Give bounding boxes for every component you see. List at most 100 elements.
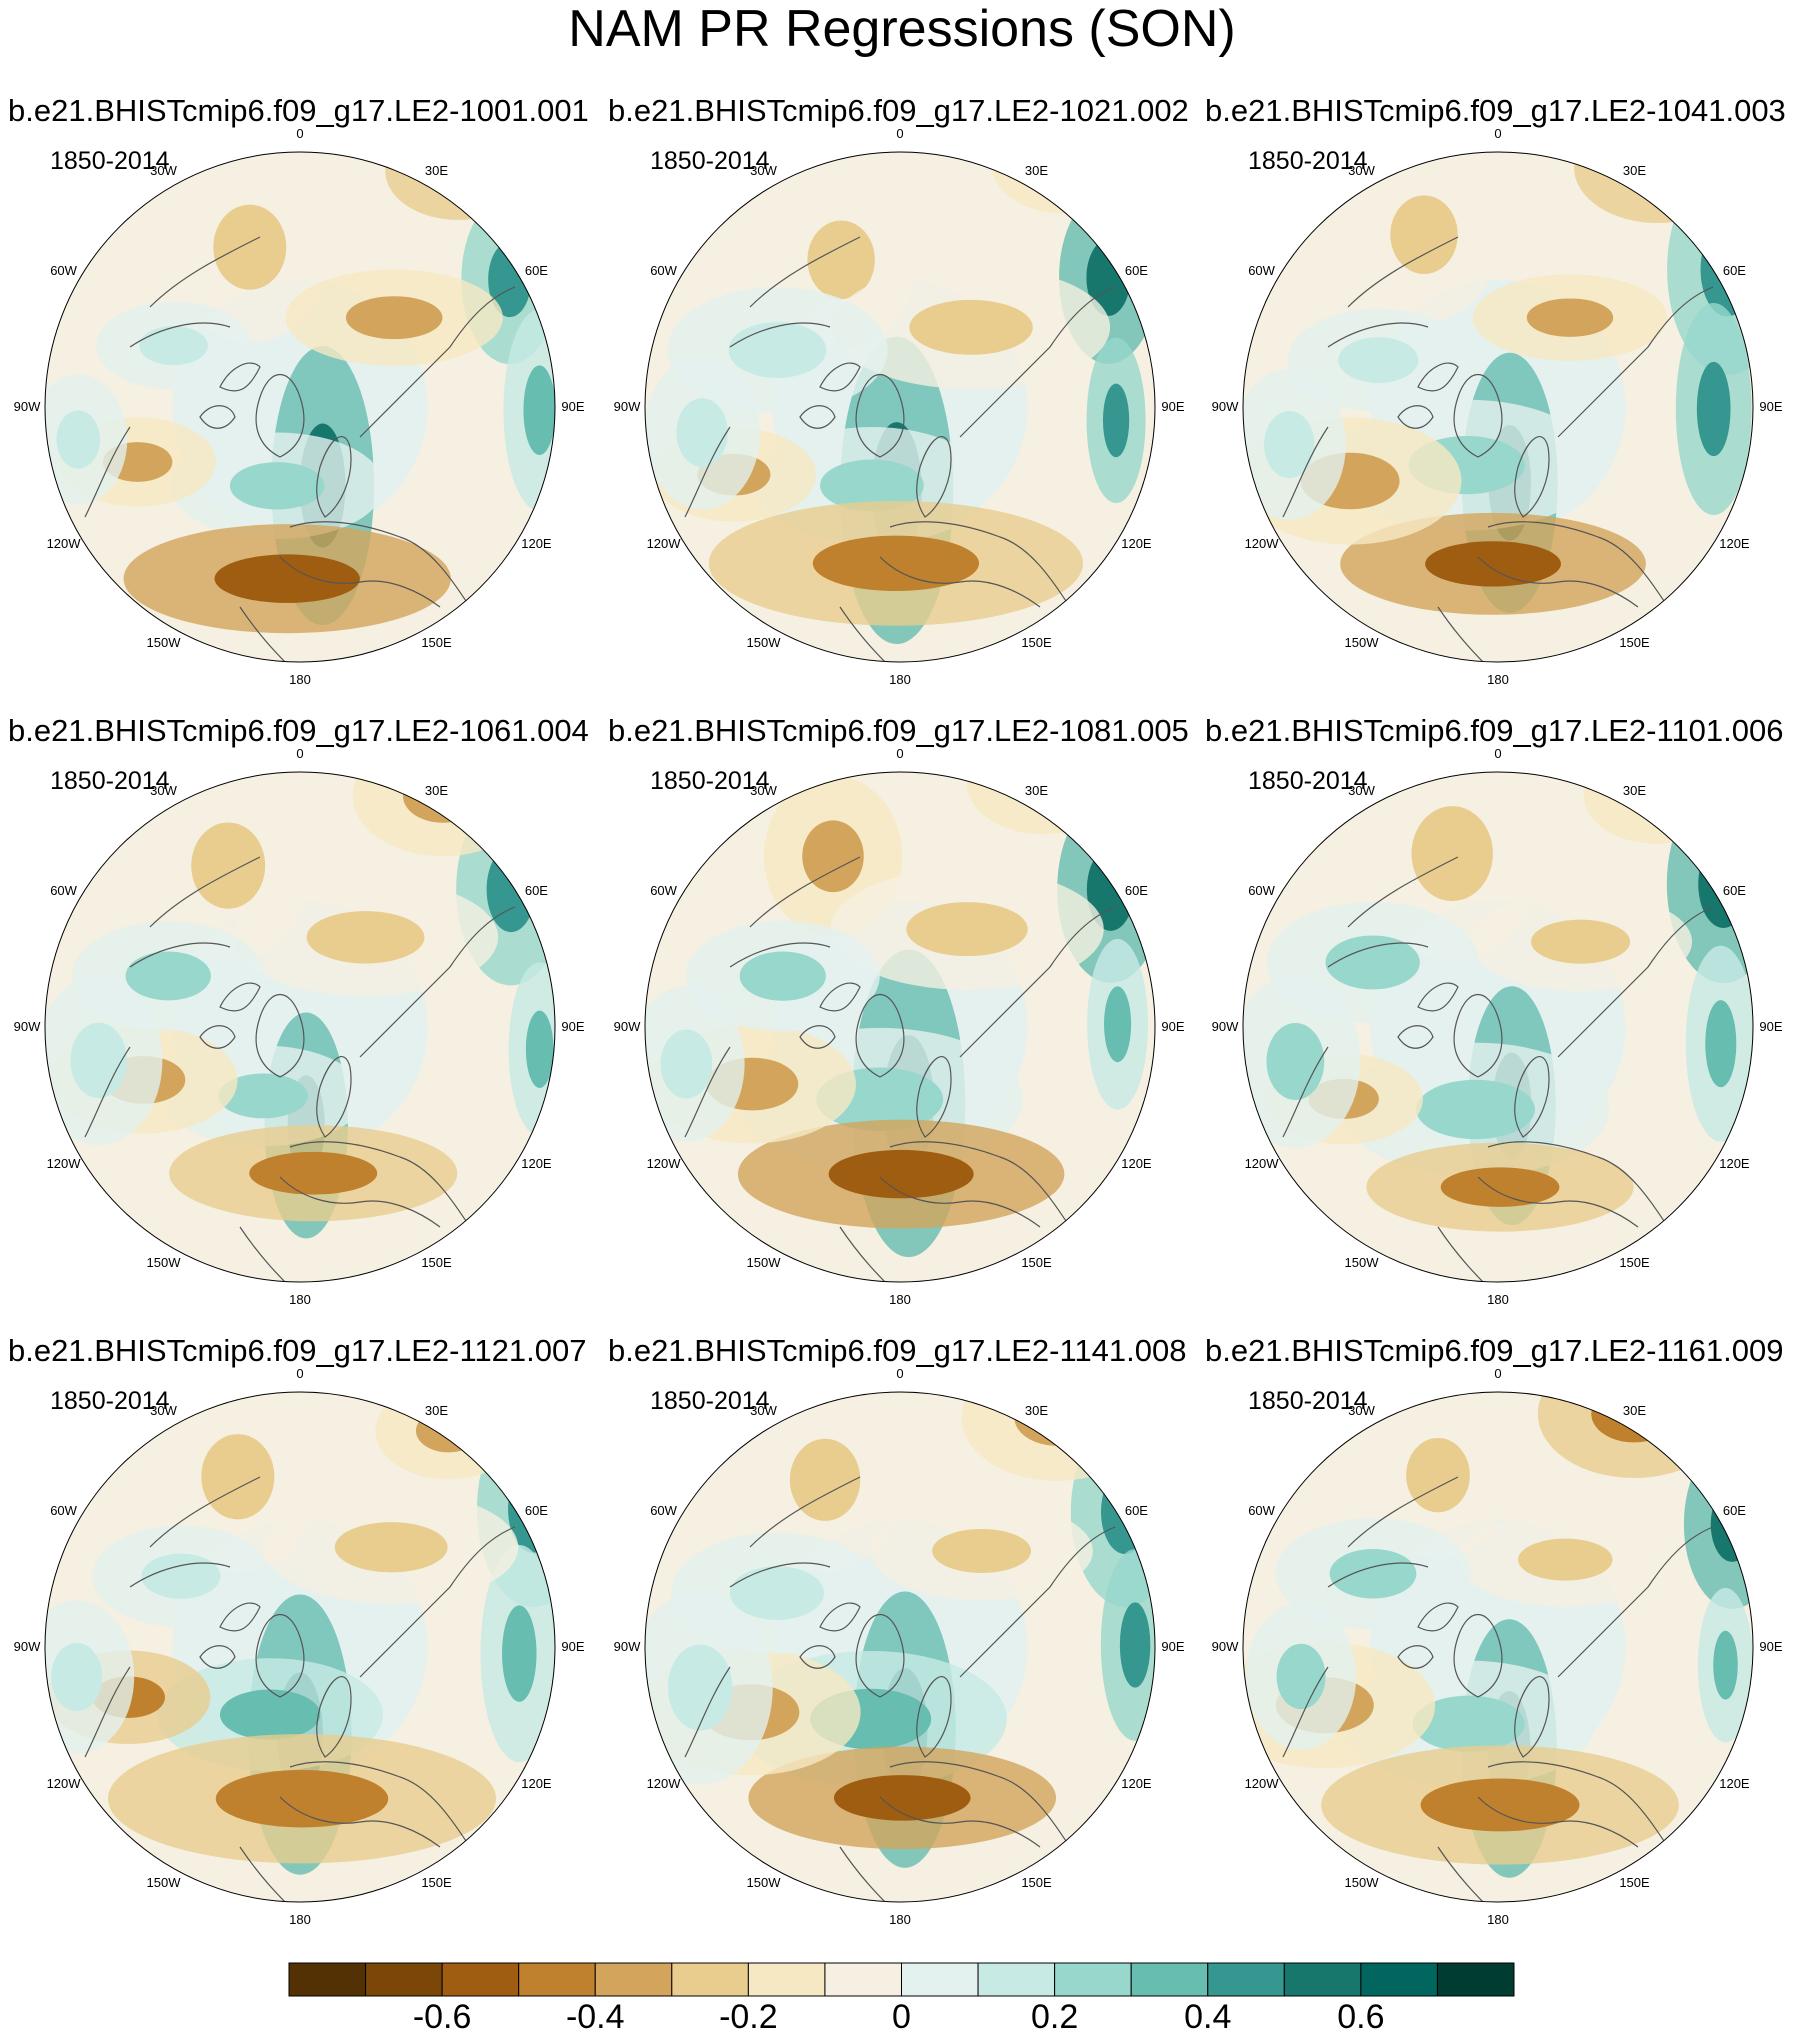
longitude-label: 90W <box>613 1019 641 1034</box>
anomaly-contour <box>739 951 826 1001</box>
longitude-label: 60E <box>524 1502 548 1518</box>
longitude-label: 180 <box>289 672 311 687</box>
anomaly-contour <box>906 902 1028 957</box>
colorbar-tick-label: 0 <box>892 1998 911 2036</box>
map-panel <box>1242 771 1754 1283</box>
coastline <box>1557 906 1714 1058</box>
anomaly-contour <box>1390 195 1458 274</box>
coastline <box>916 1676 952 1758</box>
longitude-label: 90E <box>561 1019 585 1034</box>
coastline <box>84 1666 131 1758</box>
panel-period: 1850-2014 <box>1248 1387 1368 1415</box>
longitude-label: 90W <box>1211 1639 1239 1654</box>
longitude-label: 120E <box>1121 1155 1152 1171</box>
colorbar-swatch <box>1360 1962 1438 1997</box>
map-panel <box>44 151 556 663</box>
colorbar-tick-label: -0.4 <box>565 1998 625 2036</box>
panel-period: 1850-2014 <box>50 767 170 795</box>
longitude-label: 30E <box>1622 782 1647 798</box>
longitude-label: 30E <box>424 162 449 178</box>
longitude-label: 150W <box>1344 635 1379 651</box>
longitude-label: 90W <box>613 399 641 414</box>
longitude-label: 180 <box>1487 1292 1509 1307</box>
anomaly-contour <box>56 410 101 469</box>
anomaly-contour <box>932 1528 1032 1573</box>
longitude-label: 60E <box>1722 882 1746 898</box>
longitude-label: 150W <box>146 1255 181 1271</box>
longitude-label: 180 <box>889 672 911 687</box>
anomaly-contour <box>214 554 360 603</box>
coastline <box>129 856 261 968</box>
coastline <box>359 906 516 1058</box>
longitude-label: 90E <box>1759 1639 1783 1654</box>
panel-title: b.e21.BHISTcmip6.f09_g17.LE2-1141.008 <box>608 1333 1187 1368</box>
map-border <box>44 1391 556 1903</box>
coastline <box>199 405 236 429</box>
coastline <box>1514 1056 1550 1138</box>
colorbar-swatch <box>365 1962 443 1997</box>
coastline <box>255 993 305 1078</box>
longitude-label: 30E <box>1622 1402 1647 1418</box>
longitude-label: 150W <box>1344 1875 1379 1891</box>
anomaly-contour <box>213 204 287 290</box>
longitude-label: 30W <box>150 1402 177 1418</box>
panel-period: 1850-2014 <box>650 767 770 795</box>
longitude-label: 120E <box>521 1155 552 1171</box>
longitude-label: 90E <box>561 399 585 414</box>
anomaly-contour <box>1713 1630 1738 1700</box>
longitude-label: 180 <box>1487 1912 1509 1927</box>
colorbar-swatch <box>901 1962 979 1997</box>
longitude-label: 30W <box>1348 782 1375 798</box>
longitude-label: 120E <box>1719 1155 1750 1171</box>
map-panel <box>1242 151 1754 663</box>
longitude-label: 90W <box>1211 1019 1239 1034</box>
coastline <box>129 1476 261 1588</box>
coastline <box>959 286 1116 438</box>
colorbar-swatch <box>288 1962 367 1997</box>
anomaly-contour <box>334 1522 448 1573</box>
coastline <box>1417 362 1459 392</box>
anomaly-contour <box>676 398 728 467</box>
coastline <box>799 1645 836 1669</box>
anomaly-contour <box>1411 806 1493 902</box>
colorbar-swatch <box>518 1962 596 1997</box>
colorbar-tick-label: 0.6 <box>1337 1998 1385 2036</box>
coastline <box>916 1056 952 1138</box>
colorbar-swatch <box>1207 1962 1285 1997</box>
panel-period: 1850-2014 <box>1248 147 1368 175</box>
coastline <box>1437 1761 1669 1902</box>
anomaly-contour <box>729 1566 825 1620</box>
coastline <box>1282 1666 1329 1758</box>
longitude-label: 90E <box>1161 1639 1185 1654</box>
longitude-label: 150E <box>1021 635 1052 651</box>
longitude-label: 60E <box>1124 262 1148 278</box>
anomaly-contour <box>229 462 325 510</box>
coastlines <box>1282 236 1714 662</box>
colorbar-swatch <box>1054 1962 1132 1997</box>
anomaly-contour <box>201 1434 275 1520</box>
coastline <box>799 1025 836 1049</box>
anomaly-field <box>45 152 555 662</box>
longitude-label: 60E <box>524 882 548 898</box>
coastline <box>1397 1025 1434 1049</box>
longitude-label: 0 <box>296 126 304 141</box>
map-border <box>1242 771 1754 1283</box>
longitude-label: 0 <box>896 1366 904 1381</box>
longitude-label: 0 <box>1494 126 1502 141</box>
map-panel <box>44 771 556 1283</box>
colorbar-swatch <box>441 1962 520 1997</box>
coastline <box>1327 1476 1459 1588</box>
coastlines <box>684 1476 1116 1902</box>
anomaly-contour <box>125 951 211 1001</box>
longitude-label: 150E <box>1619 1255 1650 1271</box>
anomaly-contour <box>1325 935 1420 990</box>
coastline <box>316 436 352 518</box>
colorbar-tick-label: 0.2 <box>1030 1998 1079 2036</box>
anomaly-contour <box>1420 1778 1580 1832</box>
colorbar-swatch <box>1436 1962 1515 1997</box>
longitude-label: 120E <box>1121 535 1152 551</box>
map-border <box>44 151 556 663</box>
anomaly-contour <box>525 1010 554 1088</box>
coastline <box>239 521 471 662</box>
anomaly-contour <box>523 365 555 456</box>
